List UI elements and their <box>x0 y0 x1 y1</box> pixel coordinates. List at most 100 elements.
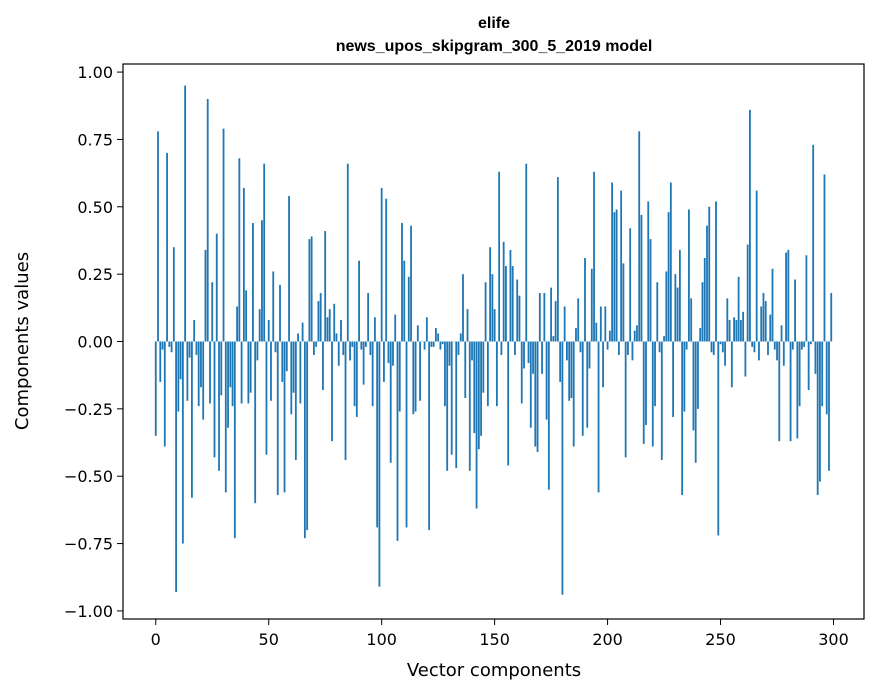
bar <box>588 341 591 369</box>
bar <box>392 341 394 366</box>
bar <box>726 298 729 342</box>
bar <box>633 330 636 342</box>
bar <box>283 341 286 493</box>
y-tick-label: 0.25 <box>77 265 113 284</box>
bar <box>459 333 462 342</box>
bar <box>398 341 401 412</box>
bar <box>647 201 650 342</box>
x-tick-label: 150 <box>479 630 510 649</box>
x-tick-label: 250 <box>705 630 736 649</box>
bar <box>669 182 672 342</box>
bar <box>405 341 408 528</box>
bar <box>154 341 157 436</box>
bar <box>819 341 821 482</box>
bar <box>516 279 519 342</box>
bar <box>505 266 507 342</box>
bar <box>468 341 471 471</box>
bar <box>608 330 611 342</box>
bar <box>627 341 629 355</box>
y-tick-label: 0.75 <box>77 130 113 149</box>
bar <box>733 317 736 342</box>
bar <box>624 341 627 458</box>
bar <box>425 317 428 342</box>
x-tick-label: 100 <box>366 630 397 649</box>
bar <box>349 341 351 361</box>
bar <box>514 341 516 355</box>
bar <box>559 341 562 382</box>
bar <box>317 301 320 342</box>
bar <box>520 341 523 404</box>
bar <box>326 317 329 342</box>
bar <box>568 341 571 401</box>
bar <box>200 341 202 388</box>
bar <box>229 341 232 388</box>
bar <box>376 341 379 528</box>
bar <box>299 341 302 404</box>
bar <box>744 341 747 377</box>
bar <box>543 293 546 342</box>
bar <box>561 341 564 595</box>
bar <box>195 341 198 355</box>
bar <box>224 341 227 493</box>
bar <box>292 341 295 393</box>
bar <box>184 85 187 342</box>
bar <box>611 182 614 342</box>
bar <box>310 236 313 342</box>
bar <box>410 225 412 342</box>
bar <box>751 341 754 347</box>
bar <box>163 341 166 447</box>
bar <box>387 341 390 364</box>
bar <box>721 341 724 353</box>
bar <box>755 190 758 342</box>
bar <box>394 314 397 342</box>
bar <box>414 341 417 412</box>
bar <box>701 282 704 342</box>
bar <box>791 341 794 350</box>
bar <box>319 293 322 342</box>
bar <box>204 249 207 342</box>
bar <box>730 341 733 388</box>
bar <box>396 341 399 541</box>
bar <box>439 341 442 350</box>
bar <box>484 282 487 342</box>
bar <box>656 282 659 342</box>
bar <box>457 341 460 355</box>
bar <box>690 298 693 342</box>
bar <box>281 341 284 382</box>
bar <box>798 341 801 407</box>
bar <box>206 99 209 342</box>
bar <box>279 284 281 342</box>
bar <box>258 309 261 342</box>
bar <box>541 341 543 374</box>
y-tick-label: 1.00 <box>77 63 113 82</box>
bar <box>785 252 787 342</box>
bar <box>676 287 679 342</box>
bar <box>218 341 220 471</box>
bar <box>464 341 467 399</box>
bar <box>371 341 374 407</box>
x-axis-label: Vector components <box>407 660 581 681</box>
bar <box>678 249 681 342</box>
bar <box>197 341 200 407</box>
bar <box>177 341 180 412</box>
bar <box>683 341 686 412</box>
bar <box>509 249 512 342</box>
bar <box>480 341 482 436</box>
bar <box>572 341 575 447</box>
bar <box>175 341 177 593</box>
bar <box>776 341 778 361</box>
bar <box>383 341 385 382</box>
bar <box>274 341 277 353</box>
bar <box>715 201 717 342</box>
bar <box>529 341 532 428</box>
bar <box>586 341 589 428</box>
bar <box>254 341 257 504</box>
bar <box>550 287 553 342</box>
bar <box>351 341 354 347</box>
bar <box>471 341 473 361</box>
bar <box>328 309 331 342</box>
bar <box>353 341 356 407</box>
bar <box>236 306 238 342</box>
bar <box>708 206 711 342</box>
bar <box>672 341 675 417</box>
